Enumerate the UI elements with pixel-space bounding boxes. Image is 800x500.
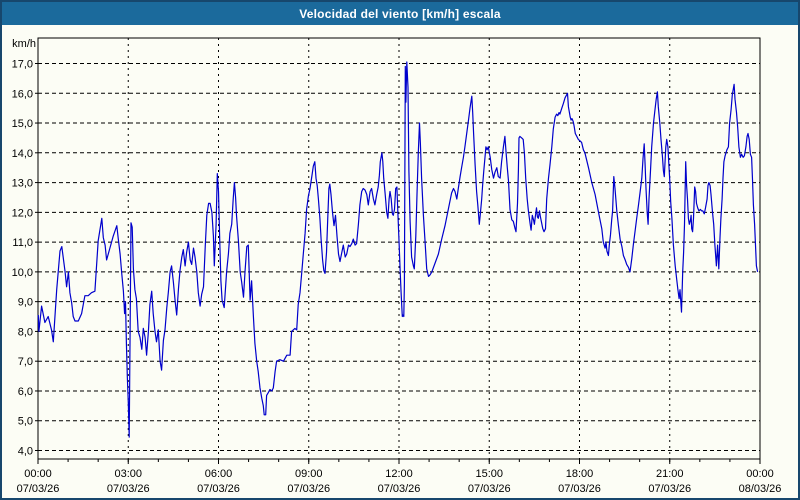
y-tick-label: 10,0 — [12, 267, 33, 279]
window-titlebar: Velocidad del viento [km/h] escala — [2, 2, 798, 25]
x-tick-date-label: 07/03/26 — [378, 483, 421, 495]
y-axis-unit-label: km/h — [12, 38, 36, 50]
y-tick-label: 8,0 — [18, 326, 33, 338]
x-tick-date-label: 07/03/26 — [468, 483, 511, 495]
y-tick-label: 13,0 — [12, 178, 33, 190]
x-tick-date-label: 08/03/26 — [739, 483, 782, 495]
plot-border — [37, 37, 761, 460]
x-tick-date-label: 07/03/26 — [287, 483, 330, 495]
x-tick-time-label: 00:00 — [24, 468, 52, 480]
y-tick-label: 4,0 — [18, 446, 33, 458]
x-tick-date-label: 07/03/26 — [648, 483, 691, 495]
y-tick-label: 11,0 — [12, 237, 33, 249]
y-tick-label: 14,0 — [12, 148, 33, 160]
x-tick-time-label: 00:00 — [746, 468, 774, 480]
x-tick-time-label: 06:00 — [205, 468, 233, 480]
y-tick-label: 9,0 — [18, 297, 33, 309]
x-tick-time-label: 09:00 — [295, 468, 323, 480]
y-tick-label: 7,0 — [18, 356, 33, 368]
window-title: Velocidad del viento [km/h] escala — [299, 6, 501, 21]
x-tick-date-label: 07/03/26 — [17, 483, 60, 495]
x-tick-time-label: 21:00 — [656, 468, 684, 480]
x-tick-time-label: 18:00 — [566, 468, 594, 480]
y-tick-label: 12,0 — [12, 207, 33, 219]
x-tick-time-label: 12:00 — [385, 468, 413, 480]
y-tick-label: 15,0 — [12, 118, 33, 130]
x-tick-date-label: 07/03/26 — [107, 483, 150, 495]
x-tick-date-label: 07/03/26 — [558, 483, 601, 495]
wind-speed-line — [37, 61, 759, 438]
y-tick-label: 17,0 — [12, 59, 33, 71]
y-tick-label: 5,0 — [18, 416, 33, 428]
x-tick-date-label: 07/03/26 — [197, 483, 240, 495]
x-tick-time-label: 15:00 — [475, 468, 503, 480]
y-tick-label: 6,0 — [18, 386, 33, 398]
y-tick-label: 16,0 — [12, 88, 33, 100]
x-tick-time-label: 03:00 — [114, 468, 142, 480]
